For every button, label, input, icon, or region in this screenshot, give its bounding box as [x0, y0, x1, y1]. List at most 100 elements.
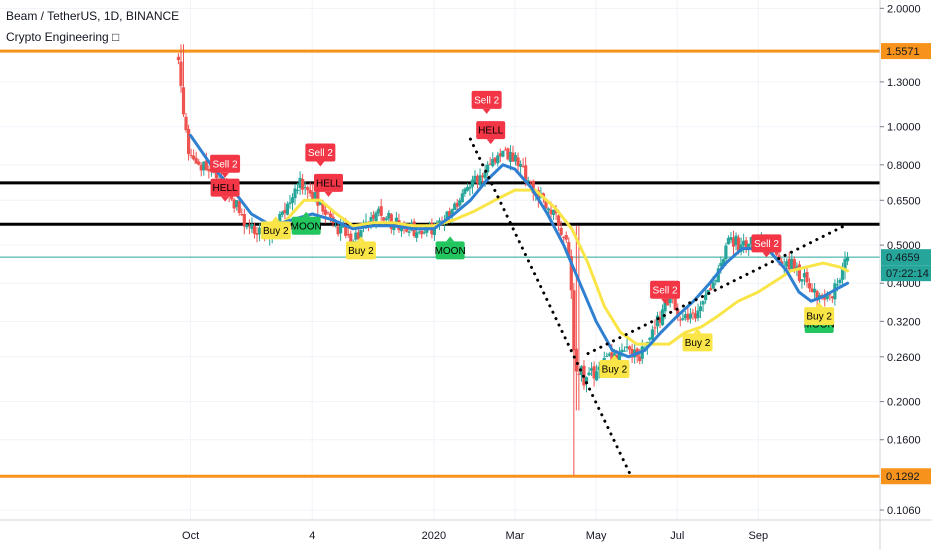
candle [311, 183, 315, 202]
signal-sell-sell-2[interactable]: Sell 2 [471, 90, 502, 114]
candle [181, 44, 186, 118]
candle [587, 367, 591, 377]
candle [696, 303, 700, 322]
candle [734, 232, 738, 251]
signal-buy-moon[interactable]: MOON [291, 211, 322, 235]
candle [572, 283, 576, 476]
candle [503, 146, 507, 151]
candle [807, 278, 812, 293]
candle [726, 235, 731, 245]
candle [691, 308, 695, 321]
svg-text:0.1292: 0.1292 [886, 471, 920, 483]
candle [176, 53, 181, 65]
signal-label: HELL [478, 126, 503, 137]
price-tick-label: 0.2600 [887, 352, 921, 364]
candle [686, 306, 690, 323]
price-tag-current[interactable]: 0.4659 [881, 249, 931, 266]
candle [622, 346, 627, 352]
indicator-title[interactable]: Crypto Engineering □ [6, 30, 120, 44]
signal-sell-sell-2[interactable]: Sell 2 [210, 154, 241, 178]
candle [744, 236, 748, 253]
candle [323, 203, 328, 224]
signal-sell-sell-2[interactable]: Sell 2 [751, 234, 782, 258]
signal-sell-hell[interactable]: HELL [313, 173, 343, 197]
candle [301, 174, 305, 195]
candle [202, 161, 206, 176]
signal-buy-buy-2[interactable]: Buy 2 [599, 355, 630, 379]
price-tick-label: 2.0000 [887, 3, 921, 15]
signal-buy-buy-2[interactable]: Buy 2 [345, 236, 376, 260]
candle [475, 174, 480, 189]
candle [559, 221, 563, 237]
candle [511, 145, 515, 162]
candle [280, 210, 284, 218]
candle [714, 279, 718, 286]
candle [681, 313, 685, 321]
candle [290, 193, 295, 211]
candle [574, 225, 578, 411]
candle [295, 182, 300, 194]
candle [257, 223, 262, 242]
candle [797, 261, 802, 283]
trend-line-up-trend[interactable] [586, 222, 850, 356]
candle [184, 112, 188, 133]
bar-countdown[interactable]: 07:22:14 [881, 265, 931, 282]
price-tick-label: 0.2000 [887, 397, 921, 409]
signal-buy-buy-2[interactable]: Buy 2 [682, 328, 713, 352]
price-tick-label: 0.5000 [887, 240, 921, 252]
symbol-title[interactable]: Beam / TetherUS, 1D, BINANCE [6, 9, 180, 23]
trend-lines [468, 137, 850, 477]
signal-labels: Sell 2 HELL Sell 2 HELL Sell 2 HELL Sell 2 Sell… [210, 90, 835, 379]
candle [496, 152, 500, 167]
candle [197, 159, 201, 166]
candle [709, 283, 713, 291]
candle [627, 345, 632, 355]
yellow-moving-average[interactable] [282, 188, 850, 346]
candles [176, 44, 850, 476]
candle [371, 210, 376, 222]
signal-sell-hell[interactable]: HELL [210, 178, 240, 202]
signal-buy-buy-2[interactable]: Buy 2 [260, 216, 291, 240]
signal-buy-moon[interactable]: MOON [435, 236, 466, 260]
candle [247, 219, 252, 235]
candle [843, 251, 847, 280]
price-tag-top-level[interactable]: 1.5571 [881, 43, 931, 60]
signal-label: Buy 2 [263, 226, 289, 237]
price-tick-label: 1.0000 [887, 122, 921, 134]
candle [285, 201, 290, 216]
price-tick-label: 0.3200 [887, 316, 921, 328]
candle [805, 267, 809, 288]
candle [255, 227, 259, 243]
price-tag-bottom-level[interactable]: 0.1292 [881, 468, 931, 485]
time-tick-label: 2020 [422, 530, 446, 542]
candle [473, 170, 477, 184]
signal-sell-sell-2[interactable]: Sell 2 [650, 280, 681, 304]
candle [460, 189, 464, 203]
signal-sell-sell-2[interactable]: Sell 2 [305, 143, 336, 167]
signal-label: Sell 2 [653, 285, 678, 296]
signal-buy-buy-2[interactable]: Buy 2 [804, 302, 835, 326]
candle [516, 152, 520, 172]
candle [237, 200, 241, 216]
signal-sell-hell[interactable]: HELL [476, 121, 506, 145]
candle [192, 149, 196, 161]
signal-label: MOON [291, 221, 322, 232]
candle [283, 202, 287, 219]
trend-line-down-trend[interactable] [468, 137, 633, 477]
svg-text:1.5571: 1.5571 [886, 46, 920, 58]
candle [455, 198, 459, 211]
signal-label: Buy 2 [602, 365, 628, 376]
candle [491, 152, 495, 168]
candle [501, 150, 505, 158]
price-tick-label: 0.4000 [887, 278, 921, 290]
candle [607, 352, 611, 357]
candle [584, 376, 589, 393]
candle [845, 251, 850, 266]
candle [564, 231, 568, 244]
signal-label: Buy 2 [348, 246, 374, 257]
candle [693, 306, 698, 322]
candle [288, 194, 292, 209]
